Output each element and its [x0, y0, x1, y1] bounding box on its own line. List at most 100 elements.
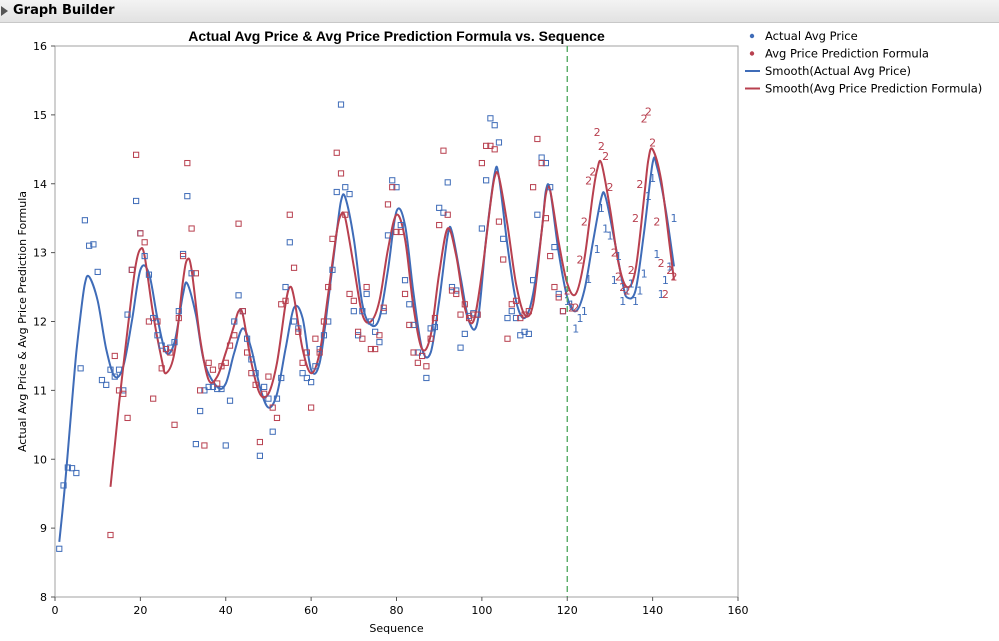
- legend-label-smooth-avg-price-prediction-formula: Smooth(Avg Price Prediction Formula): [765, 82, 982, 96]
- point-actual: [197, 407, 204, 415]
- point-actual: [316, 345, 323, 353]
- point-actual: [359, 308, 366, 315]
- forecast-point-actual: 1: [606, 229, 613, 242]
- point-predicted: [201, 442, 208, 449]
- point-predicted: [197, 387, 204, 394]
- point-actual: [188, 270, 195, 277]
- point-actual: [303, 374, 310, 382]
- legend-label-smooth-actual-avg-price: Smooth(Actual Avg Price): [765, 64, 911, 78]
- y-tick-label: 12: [33, 316, 47, 329]
- point-predicted: [419, 352, 426, 360]
- point-actual: [380, 308, 387, 315]
- point-predicted: [243, 349, 251, 356]
- point-actual: [252, 370, 259, 377]
- point-actual: [542, 159, 550, 167]
- point-actual: [68, 465, 76, 472]
- forecast-point-predicted: 2: [649, 136, 656, 149]
- forecast-point-predicted: 2: [606, 181, 613, 194]
- point-actual: [504, 314, 511, 322]
- point-predicted: [137, 230, 144, 237]
- point-actual: [205, 383, 212, 391]
- point-predicted: [154, 318, 161, 325]
- point-predicted: [483, 142, 490, 149]
- point-actual: [521, 328, 528, 335]
- point-predicted: [500, 256, 507, 263]
- point-predicted: [406, 321, 413, 329]
- point-actual: [350, 308, 357, 315]
- point-predicted: [320, 318, 328, 325]
- point-predicted: [474, 311, 481, 318]
- point-actual: [406, 301, 413, 308]
- point-predicted: [363, 283, 370, 291]
- forecast-point-actual: 1: [577, 312, 584, 325]
- point-actual: [555, 290, 562, 298]
- data-points: 1111111111111111111111111222222222222222…: [56, 101, 677, 552]
- point-predicted: [470, 311, 477, 318]
- forecast-point-predicted: 2: [611, 247, 618, 260]
- point-predicted: [393, 228, 400, 236]
- legend-marker-predicted: [749, 51, 755, 56]
- point-actual: [538, 154, 545, 161]
- forecast-point-predicted: 2: [615, 271, 622, 284]
- point-predicted: [491, 146, 498, 153]
- point-actual: [393, 184, 400, 191]
- forecast-point-predicted: 2: [602, 150, 609, 163]
- y-tick-label: 11: [33, 384, 47, 397]
- forecast-point-predicted: 2: [628, 264, 635, 277]
- point-actual: [329, 266, 336, 273]
- point-predicted: [444, 211, 451, 218]
- forecast-point-actual: 1: [649, 172, 656, 185]
- point-actual: [145, 271, 153, 278]
- point-actual: [81, 217, 88, 224]
- point-predicted: [559, 308, 567, 315]
- point-actual: [226, 397, 234, 404]
- point-predicted: [218, 363, 225, 370]
- point-predicted: [273, 414, 281, 422]
- legend[interactable]: Actual Avg Price Avg Price Prediction Fo…: [745, 29, 982, 96]
- point-actual: [192, 440, 199, 448]
- point-predicted: [440, 147, 447, 154]
- forecast-point-predicted: 2: [619, 281, 626, 294]
- point-predicted: [329, 235, 336, 242]
- point-actual: [534, 211, 541, 218]
- point-predicted: [205, 359, 212, 366]
- point-predicted: [111, 352, 118, 360]
- point-actual: [312, 363, 319, 370]
- forecast-point-predicted: 2: [594, 126, 601, 139]
- point-predicted: [448, 287, 456, 294]
- point-predicted: [542, 215, 550, 222]
- forecast-point-predicted: 2: [572, 302, 579, 315]
- point-predicted: [436, 221, 443, 229]
- disclosure-triangle-icon[interactable]: [1, 6, 8, 16]
- point-actual: [483, 177, 490, 184]
- forecast-point-actual: 1: [645, 190, 652, 203]
- point-actual: [201, 387, 208, 394]
- point-predicted: [133, 151, 140, 158]
- point-predicted: [252, 381, 259, 388]
- point-predicted: [478, 159, 485, 167]
- point-actual: [231, 318, 238, 325]
- point-actual: [337, 101, 345, 108]
- point-actual: [86, 242, 93, 249]
- point-actual: [282, 283, 289, 291]
- forecast-point-predicted: 2: [645, 105, 652, 118]
- point-actual: [273, 395, 281, 402]
- point-predicted: [534, 135, 541, 143]
- point-predicted: [372, 345, 379, 353]
- legend-label-avg-price-prediction-formula: Avg Price Prediction Formula: [765, 47, 929, 61]
- point-actual: [478, 225, 485, 232]
- forecast-point-actual: 1: [572, 322, 579, 335]
- point-predicted: [145, 318, 153, 325]
- point-actual: [512, 314, 520, 322]
- point-actual: [299, 370, 306, 377]
- point-predicted: [504, 335, 511, 342]
- forecast-point-actual: 1: [568, 298, 575, 311]
- point-actual: [175, 308, 182, 315]
- forecast-point-actual: 1: [641, 267, 648, 280]
- point-actual: [290, 318, 298, 325]
- point-actual: [171, 339, 178, 346]
- point-predicted: [389, 184, 396, 191]
- point-actual: [158, 342, 165, 349]
